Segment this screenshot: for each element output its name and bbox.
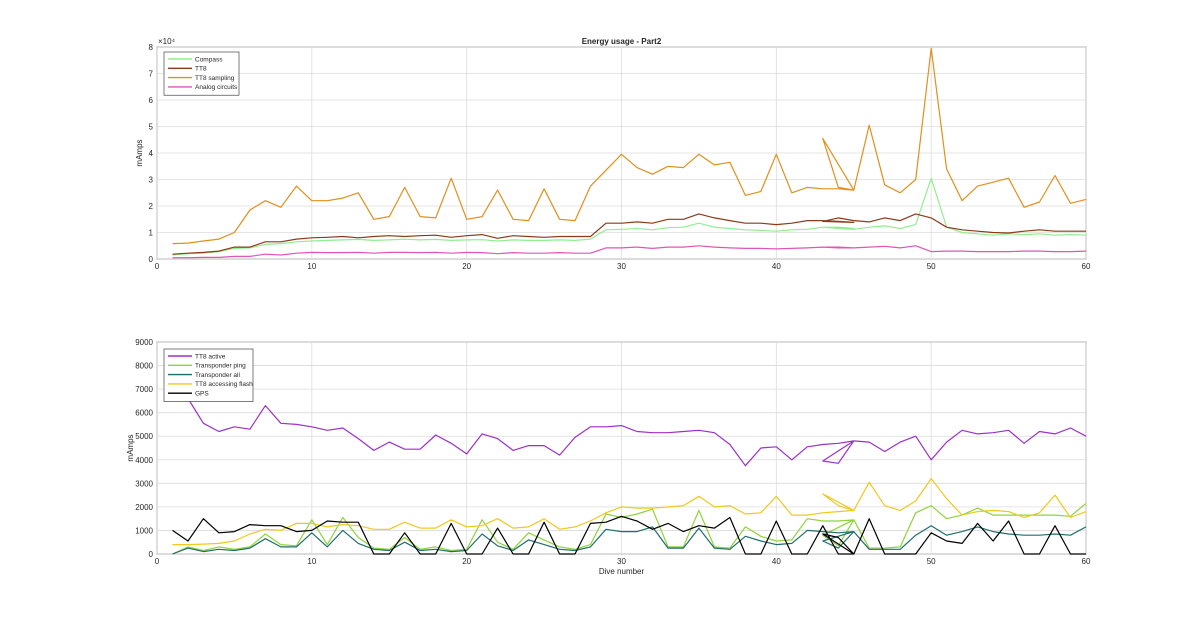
y-tick-label: 3000 xyxy=(135,479,153,488)
legend-label-transponder-all: Transponder all xyxy=(195,372,240,379)
top-y-tick-labels: 0 1 2 3 4 5 6 7 8 xyxy=(149,43,154,264)
x-tick-label: 0 xyxy=(155,262,160,271)
y-tick-label: 9000 xyxy=(135,338,153,347)
legend-label-analog-circuits: Analog circuits xyxy=(195,84,238,91)
y-tick-label: 7000 xyxy=(135,385,153,394)
legend-label-compass: Compass xyxy=(195,56,223,63)
series-line-tt8-accessing-flash xyxy=(172,478,1087,546)
y-tick-label: 5 xyxy=(149,123,154,132)
bottom-axes: 0 10 20 30 40 50 60 0 1000 2000 3000 4000 5000 6000 7… xyxy=(126,338,1091,576)
x-tick-label: 40 xyxy=(772,557,781,566)
top-series-lines xyxy=(172,47,1087,259)
x-tick-label: 40 xyxy=(772,262,781,271)
y-tick-label: 8 xyxy=(149,43,154,52)
y-tick-label: 6 xyxy=(149,96,154,105)
bottom-series-lines xyxy=(172,388,1087,555)
x-tick-label: 10 xyxy=(307,262,316,271)
x-tick-label: 50 xyxy=(927,262,936,271)
series-line-tt8-sampling xyxy=(172,47,1087,245)
x-tick-label: 60 xyxy=(1082,262,1091,271)
y-tick-label: 0 xyxy=(149,550,154,559)
y-tick-label: 7 xyxy=(149,70,154,79)
series-line-analog-circuits xyxy=(172,245,1087,259)
bottom-x-tick-labels: 0 10 20 30 40 50 60 xyxy=(155,557,1091,566)
x-tick-label: 20 xyxy=(462,262,471,271)
x-tick-label: 0 xyxy=(155,557,160,566)
y-tick-label: 5000 xyxy=(135,432,153,441)
series-line-gps xyxy=(172,515,1086,555)
y-tick-label: 1000 xyxy=(135,526,153,535)
x-tick-label: 30 xyxy=(617,262,626,271)
y-tick-label: 4 xyxy=(149,149,154,158)
top-x-tick-labels: 0 10 20 30 40 50 60 xyxy=(155,262,1091,271)
series-line-transponder-all xyxy=(172,525,1087,555)
top-legend: Compass TT8 TT8 sampling Analog circuits xyxy=(163,51,240,96)
y-tick-label: 8000 xyxy=(135,362,153,371)
legend-label-tt8-sampling: TT8 sampling xyxy=(195,75,235,82)
y-tick-label: 2 xyxy=(149,202,154,211)
y-exponent-label: ×10⁴ xyxy=(158,37,176,46)
chart-title: Energy usage - Part2 xyxy=(582,37,662,46)
y-tick-label: 2000 xyxy=(135,503,153,512)
y-tick-label: 3 xyxy=(149,176,154,185)
legend-label-tt8-accessing-flash: TT8 accessing flash xyxy=(195,381,253,388)
legend-label-tt8-active: TT8 active xyxy=(195,353,226,360)
top-axes: 0 10 20 30 40 50 60 0 1 2 3 4 5 6 7 8 Energy usage - P… xyxy=(135,37,1091,271)
series-line-transponder-ping xyxy=(172,502,1087,555)
series-line-tt8 xyxy=(172,213,1086,255)
x-tick-label: 20 xyxy=(462,557,471,566)
legend-label-transponder-ping: Transponder ping xyxy=(195,363,246,370)
x-tick-label: 30 xyxy=(617,557,626,566)
bottom-x-axis-label: Dive number xyxy=(599,567,645,576)
y-tick-label: 1 xyxy=(149,229,154,238)
top-grid xyxy=(156,46,1087,260)
x-tick-label: 60 xyxy=(1082,557,1091,566)
top-y-axis-label: mAmps xyxy=(135,139,144,166)
series-line-compass xyxy=(172,177,1087,256)
y-tick-label: 0 xyxy=(149,255,154,264)
x-tick-label: 10 xyxy=(307,557,316,566)
y-tick-label: 6000 xyxy=(135,409,153,418)
legend-label-tt8: TT8 xyxy=(195,66,207,73)
legend-label-gps: GPS xyxy=(195,391,209,398)
bottom-grid xyxy=(156,341,1087,555)
series-line-tt8-active xyxy=(172,388,1087,467)
bottom-y-axis-label: mAmps xyxy=(126,434,135,461)
y-tick-label: 4000 xyxy=(135,456,153,465)
bottom-y-tick-labels: 0 1000 2000 3000 4000 5000 6000 7000 8000 9000 xyxy=(135,338,153,559)
bottom-legend: TT8 active Transponder ping Transponder al… xyxy=(163,348,254,402)
x-tick-label: 50 xyxy=(927,557,936,566)
